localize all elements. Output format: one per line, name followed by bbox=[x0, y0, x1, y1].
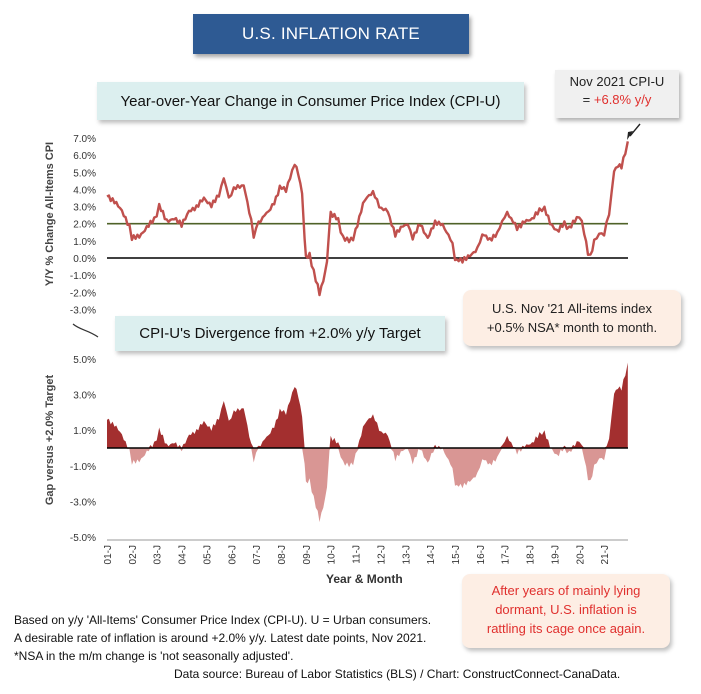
x-tick-label: 09-J bbox=[302, 545, 313, 564]
commentary-callout: After years of mainly lying dormant, U.S… bbox=[462, 574, 670, 648]
x-axis-label: Year & Month bbox=[326, 572, 403, 586]
top-y-tick-label: 5.0% bbox=[73, 168, 96, 179]
footnote-3: *NSA in the m/m change is 'not seasonall… bbox=[14, 649, 294, 663]
x-tick-label: 10-J bbox=[327, 545, 338, 564]
top-y-tick-label: 1.0% bbox=[73, 237, 96, 248]
chart-title: U.S. INFLATION RATE bbox=[193, 14, 469, 54]
bottom-y-tick-label: -5.0% bbox=[70, 533, 96, 544]
monthly-change-callout: U.S. Nov '21 All-items index +0.5% NSA* … bbox=[463, 290, 681, 346]
x-tick-label: 16-J bbox=[476, 545, 487, 564]
x-tick-label: 18-J bbox=[526, 545, 537, 564]
x-tick-label: 15-J bbox=[451, 545, 462, 564]
x-tick-label: 02-J bbox=[128, 545, 139, 564]
latest-callout-prefix: = bbox=[582, 92, 594, 107]
commentary-line2: dormant, U.S. inflation is bbox=[495, 602, 637, 617]
top-y-tick-label: 2.0% bbox=[73, 220, 96, 231]
top-y-tick-label: -1.0% bbox=[70, 271, 96, 282]
x-tick-label: 03-J bbox=[153, 545, 164, 564]
bottom-y-tick-label: 3.0% bbox=[73, 391, 96, 402]
x-tick-label: 17-J bbox=[501, 545, 512, 564]
connector-squiggle bbox=[72, 323, 99, 338]
latest-callout-value: +6.8% y/y bbox=[593, 92, 652, 107]
data-source: Data source: Bureau of Labor Statistics … bbox=[174, 667, 621, 681]
top-y-tick-label: 3.0% bbox=[73, 203, 96, 214]
x-tick-label: 21-J bbox=[600, 545, 611, 564]
x-tick-label: 06-J bbox=[227, 545, 238, 564]
x-tick-label: 14-J bbox=[426, 545, 437, 564]
gap-below-target-area bbox=[107, 448, 628, 523]
top-y-tick-label: -3.0% bbox=[70, 305, 96, 316]
top-y-tick-label: -2.0% bbox=[70, 288, 96, 299]
latest-callout-line2: = +6.8% y/y bbox=[555, 91, 679, 109]
x-tick-label: 19-J bbox=[550, 545, 561, 564]
commentary-line3: rattling its cage once again. bbox=[486, 621, 646, 636]
top-y-tick-label: 0.0% bbox=[73, 254, 96, 265]
bottom-y-tick-label: -3.0% bbox=[70, 497, 96, 508]
bottom-y-tick-label: 5.0% bbox=[73, 355, 96, 366]
bottom-y-tick-label: -1.0% bbox=[70, 462, 96, 473]
x-tick-label: 12-J bbox=[376, 545, 387, 564]
cpi-series-line bbox=[106, 141, 629, 297]
x-tick-label: 07-J bbox=[252, 545, 263, 564]
bottom-panel-title: CPI-U's Divergence from +2.0% y/y Target bbox=[115, 316, 445, 351]
monthly-callout-line2: +0.5% NSA* month to month. bbox=[486, 320, 658, 335]
callout-arrow bbox=[629, 123, 641, 137]
top-y-tick-label: 4.0% bbox=[73, 185, 96, 196]
monthly-callout-line1: U.S. Nov '21 All-items index bbox=[492, 301, 652, 316]
gap-above-target-area bbox=[107, 362, 628, 448]
latest-callout-line1: Nov 2021 CPI-U bbox=[569, 74, 665, 89]
latest-value-callout: Nov 2021 CPI-U = +6.8% y/y bbox=[555, 70, 679, 118]
footnote-1: Based on y/y 'All-Items' Consumer Price … bbox=[14, 613, 432, 627]
bottom-y-tick-label: 1.0% bbox=[73, 426, 96, 437]
callout-arrowhead bbox=[627, 131, 633, 140]
top-y-tick-label: 7.0% bbox=[73, 134, 96, 145]
x-tick-label: 08-J bbox=[277, 545, 288, 564]
footnote-2: A desirable rate of inflation is around … bbox=[14, 631, 427, 645]
x-tick-label: 13-J bbox=[401, 545, 412, 564]
x-tick-label: 11-J bbox=[352, 545, 363, 564]
top-panel-title: Year-over-Year Change in Consumer Price … bbox=[97, 82, 524, 120]
commentary-line1: After years of mainly lying bbox=[491, 583, 641, 598]
x-tick-label: 04-J bbox=[178, 545, 189, 564]
x-tick-label: 01-J bbox=[103, 545, 114, 564]
x-tick-label: 20-J bbox=[575, 545, 586, 564]
top-y-tick-label: 6.0% bbox=[73, 151, 96, 162]
x-tick-label: 05-J bbox=[202, 545, 213, 564]
